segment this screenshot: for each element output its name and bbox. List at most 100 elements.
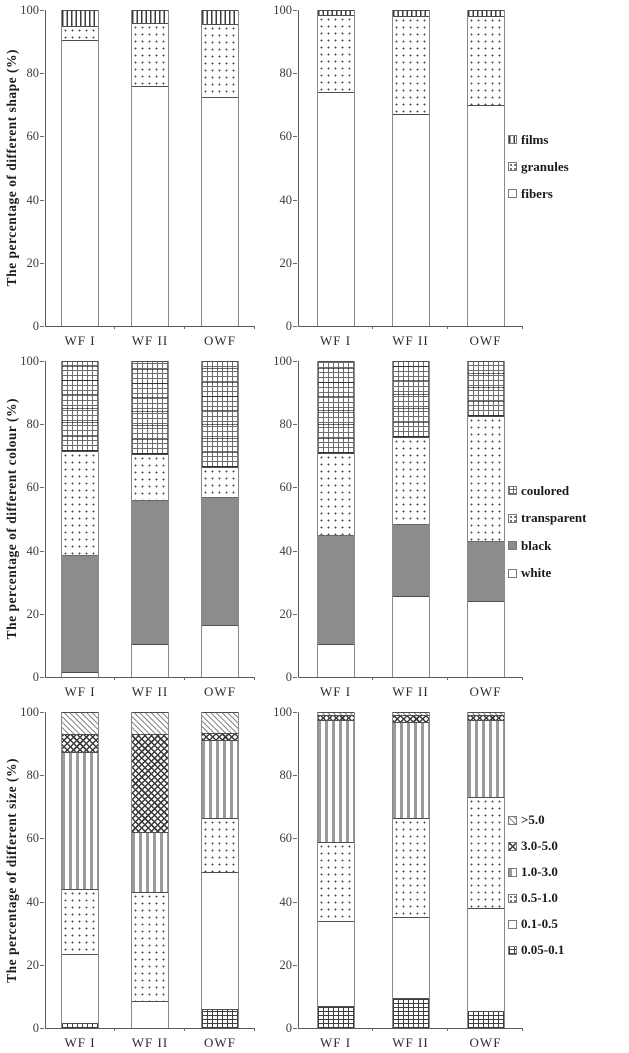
y-tick-mark [293,199,297,201]
chart-row1-right: 0 20 40 60 80 100 WF I WF II OWF [273,3,523,348]
x-axis-line [298,326,523,327]
x-axis-line [298,1028,523,1029]
y-tick-mark [40,487,44,489]
y-tick-label: 60 [279,831,293,846]
y-tick-mark [293,361,297,362]
x-tick-mark [522,677,523,680]
y-tick-mark [40,262,44,264]
segment-coulored [62,361,98,452]
legend-item-5-0: >5.0 [508,807,564,833]
bar-owf [466,712,505,1028]
x-axis-line [45,1028,255,1029]
legend-label: 0.1-0.5 [521,916,558,931]
legend-label: granules [521,158,569,174]
segment-black [202,496,238,625]
legend-swatch-3-0-5-0-icon [508,841,517,851]
segment-0-1-0-5 [317,920,354,1006]
y-tick-mark [293,613,297,615]
y-axis-title-wrap: The percentage of different colour (%) [2,361,22,677]
segment-transparent [202,466,238,497]
y-axis-line [298,712,299,1029]
segment-1-0-3-0 [467,719,504,798]
y-tick-label: 20 [279,606,293,621]
segment-3-0-5-0 [467,715,504,720]
segment-fibers [62,40,98,326]
chart-row2-right: 0 20 40 60 80 100 WF I WF II OWF [273,354,523,699]
legend-swatch-5-0-icon [508,815,517,825]
x-tick-mark [522,1028,523,1031]
segment-fibers [202,96,238,326]
segment-white [317,643,354,677]
y-tick-mark [40,361,44,362]
legend-swatch-transparent-icon [508,513,517,523]
segment-1-0-3-0 [62,751,98,889]
y-axis-title: The percentage of different shape (%) [4,49,19,287]
y-tick-label: 80 [26,417,40,432]
y-tick-mark [40,424,44,426]
y-tick-mark [293,73,297,75]
x-category-label: WF II [131,1035,169,1050]
legend-item-0-05-0-1: 0.05-0.1 [508,937,564,963]
bar-owf [466,361,505,677]
y-axis-line [298,10,299,327]
y-tick-label: 100 [273,3,292,17]
panel-row-2: The percentage of different colour (%) 0 2… [0,351,629,702]
segment-0-5-1-0 [202,817,238,872]
segment-coulored [392,361,429,437]
x-category-label: WF I [319,333,352,348]
segment-coulored [317,361,354,453]
y-tick-mark [293,964,297,966]
bar-wf-i [316,712,355,1028]
bar-wf-ii [391,712,430,1028]
x-tick-mark [184,1028,185,1031]
y-axis-line [298,361,299,678]
y-tick-mark [40,326,44,327]
bar-wf-i [61,361,99,677]
segment-films [62,10,98,26]
y-axis-title: The percentage of different colour (%) [4,398,19,640]
legend-item-1-0-3-0: 1.0-3.0 [508,859,564,885]
y-tick-label: 60 [26,831,40,846]
y-tick-mark [40,901,44,903]
y-tick-label: 80 [26,768,40,783]
x-category-label: WF II [392,333,429,348]
y-tick-mark [40,964,44,966]
y-axis-line [45,712,46,1029]
x-tick-mark [372,1028,373,1031]
segment-0-05-0-1 [392,997,429,1028]
y-tick-mark [40,550,44,552]
x-axis-line [298,677,523,678]
segment-granules [392,16,429,115]
segment-black [62,555,98,673]
segment-5-0 [392,712,429,716]
x-tick-mark [184,326,185,329]
segment-coulored [467,361,504,417]
legend-swatch-fibers-icon [508,189,517,198]
y-tick-mark [293,775,297,777]
x-category-label: OWF [204,684,236,699]
y-tick-mark [40,10,44,11]
y-tick-mark [40,712,44,713]
x-category-label: OWF [204,333,236,348]
segment-3-0-5-0 [62,734,98,752]
segment-granules [317,14,354,93]
segment-5-0 [317,712,354,716]
segment-transparent [467,416,504,542]
segment-white [467,601,504,677]
bar-wf-i [316,10,355,326]
legend-item-3-0-5-0: 3.0-5.0 [508,833,564,859]
segment-0-05-0-1 [317,1005,354,1028]
x-tick-mark [254,1028,255,1031]
y-tick-mark [293,838,297,840]
bar-owf [201,361,239,677]
panel-row-1: The percentage of different shape (%) 0 20… [0,0,629,351]
x-tick-mark [184,677,185,680]
segment-black [392,523,429,597]
bar-owf [201,10,239,326]
segment-0-1-0-5 [62,953,98,1024]
segment-white [202,624,238,677]
legend-row-2: coulored transparent black white [508,477,586,587]
y-tick-label: 0 [285,319,292,333]
segment-5-0 [62,712,98,735]
segment-5-0 [202,712,238,733]
